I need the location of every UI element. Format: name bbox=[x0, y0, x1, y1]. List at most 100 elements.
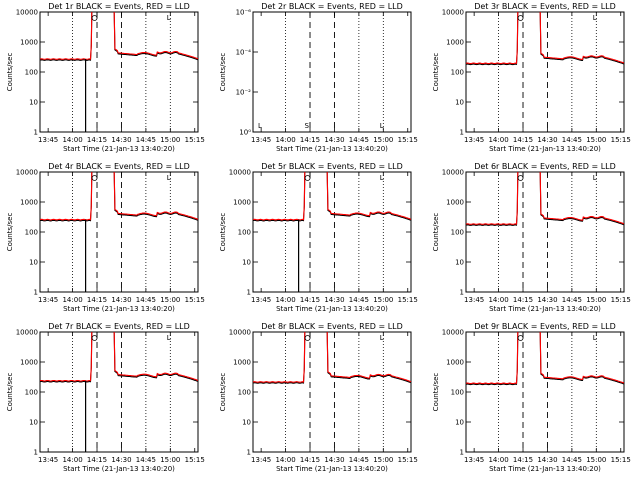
x-tick-label: 15:00 bbox=[586, 296, 606, 304]
panel-det3r: Det 3r BLACK = Events, RED = LLD 13:45 14:… bbox=[432, 2, 631, 153]
plot-frame bbox=[252, 171, 412, 293]
x-tick-label: 15:00 bbox=[160, 296, 180, 304]
y-axis-label: Counts/sec bbox=[6, 373, 14, 412]
x-tick-label: 14:15 bbox=[87, 456, 107, 464]
y-tick-label: 10000 bbox=[16, 329, 38, 337]
y-tick-label: 10⁻⁶ bbox=[236, 9, 252, 17]
x-axis-label: Start Time (21-Jan-13 13:40:20) bbox=[489, 465, 601, 473]
x-tick-label: 14:15 bbox=[87, 296, 107, 304]
x-tick-label: 15:15 bbox=[611, 136, 631, 144]
panel-title-det7r: Det 7r BLACK = Events, RED = LLD bbox=[48, 322, 190, 331]
x-tick-label: 13:45 bbox=[38, 136, 58, 144]
panel-title-det1r: Det 1r BLACK = Events, RED = LLD bbox=[48, 2, 190, 11]
data-layer bbox=[40, 12, 198, 132]
y-tick-label: 10 bbox=[455, 419, 464, 427]
x-tick-label: 15:00 bbox=[373, 136, 393, 144]
x-tick-label: 14:30 bbox=[324, 456, 344, 464]
x-tick-label: 14:45 bbox=[562, 456, 582, 464]
x-tick-label: 14:45 bbox=[349, 136, 369, 144]
state-marker-label: L bbox=[593, 174, 597, 182]
series-events bbox=[466, 332, 624, 386]
x-tick-label: 14:30 bbox=[111, 136, 131, 144]
x-tick-label: 14:15 bbox=[300, 136, 320, 144]
y-axis-label: Counts/sec bbox=[6, 53, 14, 92]
y-tick-label: 1 bbox=[460, 129, 464, 137]
y-tick-label: 1000 bbox=[20, 359, 38, 367]
x-axis-label: Start Time (21-Jan-13 13:40:20) bbox=[63, 145, 175, 153]
y-tick-label: 1 bbox=[34, 449, 38, 457]
y-tick-label: 100 bbox=[451, 69, 464, 77]
panel-title-det6r: Det 6r BLACK = Events, RED = LLD bbox=[474, 162, 616, 171]
data-layer bbox=[253, 172, 411, 292]
x-tick-label: 14:45 bbox=[562, 136, 582, 144]
y-tick-label: 10⁰ bbox=[239, 129, 251, 137]
y-tick-label: 10⁻⁴ bbox=[236, 49, 252, 57]
series-lld bbox=[466, 172, 624, 225]
plot-frame bbox=[39, 11, 199, 133]
x-tick-label: 15:00 bbox=[160, 456, 180, 464]
state-marker-label: L bbox=[380, 122, 384, 130]
state-marker-label: L bbox=[167, 174, 171, 182]
y-tick-label: 10⁻² bbox=[236, 89, 252, 97]
series-events bbox=[466, 172, 624, 226]
state-marker-label: S bbox=[305, 122, 310, 130]
x-axis-label: Start Time (21-Jan-13 13:40:20) bbox=[276, 305, 388, 313]
series-events bbox=[40, 172, 198, 222]
attenuator-marker bbox=[517, 335, 524, 341]
x-tick-label: 14:00 bbox=[275, 296, 295, 304]
state-marker-label: L bbox=[167, 14, 171, 22]
series-lld bbox=[40, 172, 198, 221]
series-lld bbox=[40, 332, 198, 382]
panel-det2r: Det 2r BLACK = Events, RED = LLD 13:45 14:… bbox=[219, 2, 418, 153]
y-tick-label: 10 bbox=[242, 419, 251, 427]
y-tick-label: 10 bbox=[29, 259, 38, 267]
series-lld bbox=[253, 172, 411, 221]
x-axis-label: Start Time (21-Jan-13 13:40:20) bbox=[276, 145, 388, 153]
state-marker-label: L bbox=[258, 122, 262, 130]
y-axis-label: Counts/sec bbox=[432, 373, 440, 412]
attenuator-marker bbox=[304, 335, 311, 341]
x-axis-label: Start Time (21-Jan-13 13:40:20) bbox=[489, 145, 601, 153]
series-events bbox=[40, 332, 198, 383]
y-tick-label: 100 bbox=[451, 229, 464, 237]
x-tick-label: 14:15 bbox=[300, 296, 320, 304]
x-tick-label: 13:45 bbox=[251, 296, 271, 304]
x-tick-label: 15:00 bbox=[586, 136, 606, 144]
x-tick-label: 13:45 bbox=[464, 456, 484, 464]
y-tick-label: 100 bbox=[25, 389, 38, 397]
y-tick-label: 1 bbox=[460, 449, 464, 457]
x-tick-label: 14:15 bbox=[513, 296, 533, 304]
x-tick-label: 15:15 bbox=[185, 296, 205, 304]
y-tick-label: 1 bbox=[34, 289, 38, 297]
series-lld bbox=[466, 332, 624, 385]
x-tick-label: 13:45 bbox=[464, 296, 484, 304]
x-tick-label: 15:00 bbox=[373, 456, 393, 464]
x-tick-label: 14:30 bbox=[111, 296, 131, 304]
plot-frame bbox=[465, 11, 625, 133]
series-events bbox=[253, 332, 411, 384]
y-tick-label: 1000 bbox=[446, 199, 464, 207]
x-tick-label: 14:00 bbox=[488, 136, 508, 144]
x-tick-label: 13:45 bbox=[251, 456, 271, 464]
x-tick-label: 15:15 bbox=[398, 296, 418, 304]
x-tick-label: 15:15 bbox=[185, 136, 205, 144]
attenuator-marker bbox=[91, 15, 98, 21]
y-tick-label: 10 bbox=[29, 99, 38, 107]
y-tick-label: 1 bbox=[460, 289, 464, 297]
x-tick-label: 14:45 bbox=[562, 296, 582, 304]
x-tick-label: 15:00 bbox=[160, 136, 180, 144]
y-tick-label: 1000 bbox=[446, 39, 464, 47]
panel-det1r: Det 1r BLACK = Events, RED = LLD 13:45 14:… bbox=[6, 2, 205, 153]
y-axis-label: Counts/sec bbox=[219, 53, 227, 92]
x-tick-label: 13:45 bbox=[251, 136, 271, 144]
x-tick-label: 14:15 bbox=[87, 136, 107, 144]
x-tick-label: 13:45 bbox=[38, 456, 58, 464]
x-tick-label: 15:00 bbox=[586, 456, 606, 464]
state-marker-label: L bbox=[593, 14, 597, 22]
x-tick-label: 14:30 bbox=[324, 136, 344, 144]
data-layer bbox=[466, 12, 624, 66]
y-tick-label: 10 bbox=[455, 259, 464, 267]
x-tick-label: 14:00 bbox=[62, 296, 82, 304]
plot-frame bbox=[39, 171, 199, 293]
